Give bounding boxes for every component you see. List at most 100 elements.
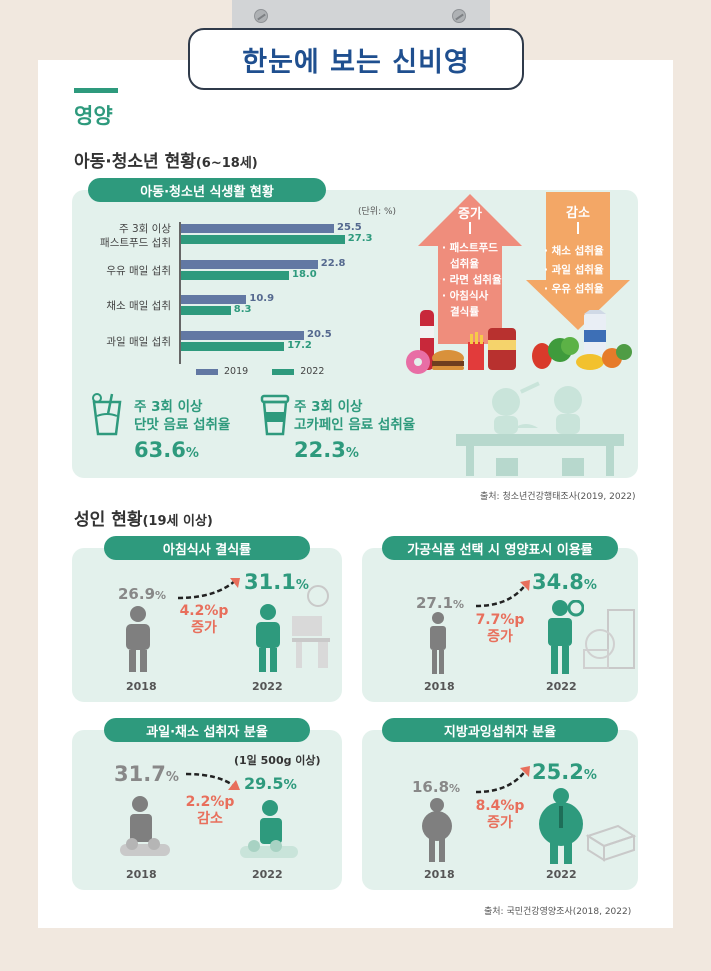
bar-value-label: 20.5	[307, 329, 332, 340]
fruit-veg-year-2018: 2018	[126, 868, 157, 881]
breakfast-2018-value: 26.9%	[118, 585, 166, 603]
bar-category-label: 주 3회 이상 패스트푸드 섭취	[56, 222, 171, 250]
bar-2019	[181, 295, 247, 304]
bar-category-line: 주 3회 이상	[119, 223, 171, 235]
caffeine-drink-title-line: 주 3회 이상	[294, 399, 363, 415]
sugar-drink-title: 주 3회 이상 단맛 음료 섭취율	[134, 398, 230, 434]
bar-value-label: 27.3	[347, 233, 373, 244]
sugar-drink-unit: %	[185, 446, 199, 461]
legend-item-2022: 2022	[272, 366, 324, 377]
increase-item: 결식률	[450, 306, 479, 318]
fruit-veg-2022-number: 29.5	[244, 774, 284, 793]
breakfast-card-title: 아침식사 결식률	[104, 536, 310, 560]
person-overweight-icon	[539, 788, 583, 864]
bar-2019	[181, 331, 304, 340]
fruit-veg-2018-unit: %	[165, 770, 179, 785]
legend-label-2019: 2019	[224, 366, 249, 377]
fruit-veg-change-word: 감소	[197, 811, 223, 827]
adult-source: 출처: 국민건강영양조사(2018, 2022)	[484, 907, 632, 917]
fat-2022-number: 25.2	[532, 760, 584, 784]
trend-up-arrow-icon	[177, 578, 240, 600]
breakfast-year-2022: 2022	[252, 680, 283, 693]
sugar-drink-title-line: 단맛 음료 섭취율	[134, 417, 231, 433]
decrease-divider	[577, 222, 579, 234]
sugar-drink-value: 63.6%	[134, 438, 199, 462]
fat-change-value: 8.4%p	[475, 798, 525, 814]
fat-2022-unit: %	[583, 768, 597, 783]
bar-2022	[181, 235, 345, 244]
fat-2018-unit: %	[449, 782, 461, 795]
increase-item: · 아침식사	[442, 290, 489, 302]
fast-food-icon	[406, 310, 516, 374]
person-stomachache-icon	[126, 606, 150, 672]
bar-2019	[181, 260, 318, 269]
legend-label-2022: 2022	[300, 366, 325, 377]
legend-item-2019: 2019	[196, 366, 248, 377]
increase-arrow-icon	[418, 194, 522, 344]
fat-2022-value: 25.2%	[532, 760, 597, 784]
adult-heading-range: (19세 이상)	[142, 514, 213, 529]
nutrition-change-value: 7.7%p	[475, 612, 525, 628]
nutrition-year-2022: 2022	[546, 680, 577, 693]
breakfast-change-word: 증가	[191, 620, 217, 636]
fruit-veg-year-2022: 2022	[252, 868, 283, 881]
section-label: 영양	[74, 104, 113, 128]
caffeine-drink-unit: %	[345, 446, 359, 461]
person-stomachache-icon	[256, 604, 280, 672]
trend-up-arrow-icon	[475, 580, 530, 608]
bar-value-label: 25.5	[337, 222, 362, 233]
bar-value-label: 22.8	[320, 258, 346, 269]
caffeine-drink-title: 주 3회 이상 고카페인 음료 섭취율	[294, 398, 415, 434]
nutrition-2018-value: 27.1%	[416, 594, 464, 612]
increase-items: · 패스트푸드 섭취율 · 라면 섭취율 · 아침식사 결식률	[442, 240, 502, 320]
fat-year-2018: 2018	[424, 868, 455, 881]
bar-value-label: 10.9	[249, 293, 275, 304]
page-title-text: 한눈에 보는 신비영	[242, 46, 470, 78]
caffeine-drink-number: 22.3	[294, 438, 346, 462]
fruit-veg-card-title: 과일·채소 섭취자 분율	[104, 718, 310, 742]
youth-heading: 아동·청소년 현황(6~18세)	[74, 147, 258, 172]
breakfast-2022-value: 31.1%	[244, 570, 309, 594]
fruit-veg-card	[72, 730, 342, 890]
breakfast-2018-number: 26.9	[118, 585, 156, 603]
nutrition-change: 7.7%p 증가	[470, 612, 530, 646]
adult-heading: 성인 현황(19세 이상)	[74, 505, 213, 530]
kids-eating-icon	[456, 381, 624, 476]
nutrition-change-word: 증가	[487, 629, 513, 645]
breakfast-2018-unit: %	[155, 589, 167, 602]
bar-category-line: 우유 매일 섭취	[106, 265, 171, 277]
chart-legend: 2019 2022	[196, 366, 324, 377]
fat-change-word: 증가	[487, 815, 513, 831]
fat-year-2022: 2022	[546, 868, 577, 881]
bar-category-label: 채소 매일 섭취	[56, 299, 171, 313]
breakfast-year-2018: 2018	[126, 680, 157, 693]
increase-divider	[469, 222, 471, 234]
drink-cup-icon	[92, 393, 122, 436]
fat-excess-card-title: 지방과잉섭취자 분율	[382, 718, 618, 742]
fruit-veg-note: (1일 500g 이상)	[234, 754, 321, 767]
youth-panel-title: 아동·청소년 식생활 현황	[88, 178, 326, 202]
legend-swatch-2022	[272, 368, 295, 375]
bar-category-label: 과일 매일 섭취	[56, 335, 171, 349]
trend-down-arrow-icon	[185, 772, 240, 790]
nutrition-2022-unit: %	[583, 578, 597, 593]
adult-heading-text: 성인 현황	[74, 510, 143, 530]
section-bar	[74, 88, 118, 93]
fruit-veg-2022-unit: %	[283, 778, 297, 793]
unit-label: (단위: %)	[358, 207, 397, 217]
nutrition-label-card-title: 가공식품 선택 시 영양표시 이용률	[382, 536, 618, 560]
nutrition-2022-number: 34.8	[532, 570, 584, 594]
vegetables-icon	[532, 310, 632, 370]
bar-value-label: 17.2	[287, 340, 312, 351]
nutrition-year-2018: 2018	[424, 680, 455, 693]
nutrition-2022-value: 34.8%	[532, 570, 597, 594]
fruit-veg-2018-number: 31.7	[114, 762, 166, 786]
youth-source: 출처: 청소년건강행태조사(2019, 2022)	[480, 492, 636, 502]
bar-2019	[181, 224, 334, 233]
breakfast-change: 4.2%p 증가	[174, 603, 234, 637]
person-standing-icon	[430, 612, 446, 674]
chart-axis	[179, 222, 181, 364]
increase-item: · 라면 섭취율	[442, 274, 502, 286]
nutrition-label-card	[362, 548, 638, 702]
decrease-item: · 우유 섭취율	[544, 283, 604, 295]
